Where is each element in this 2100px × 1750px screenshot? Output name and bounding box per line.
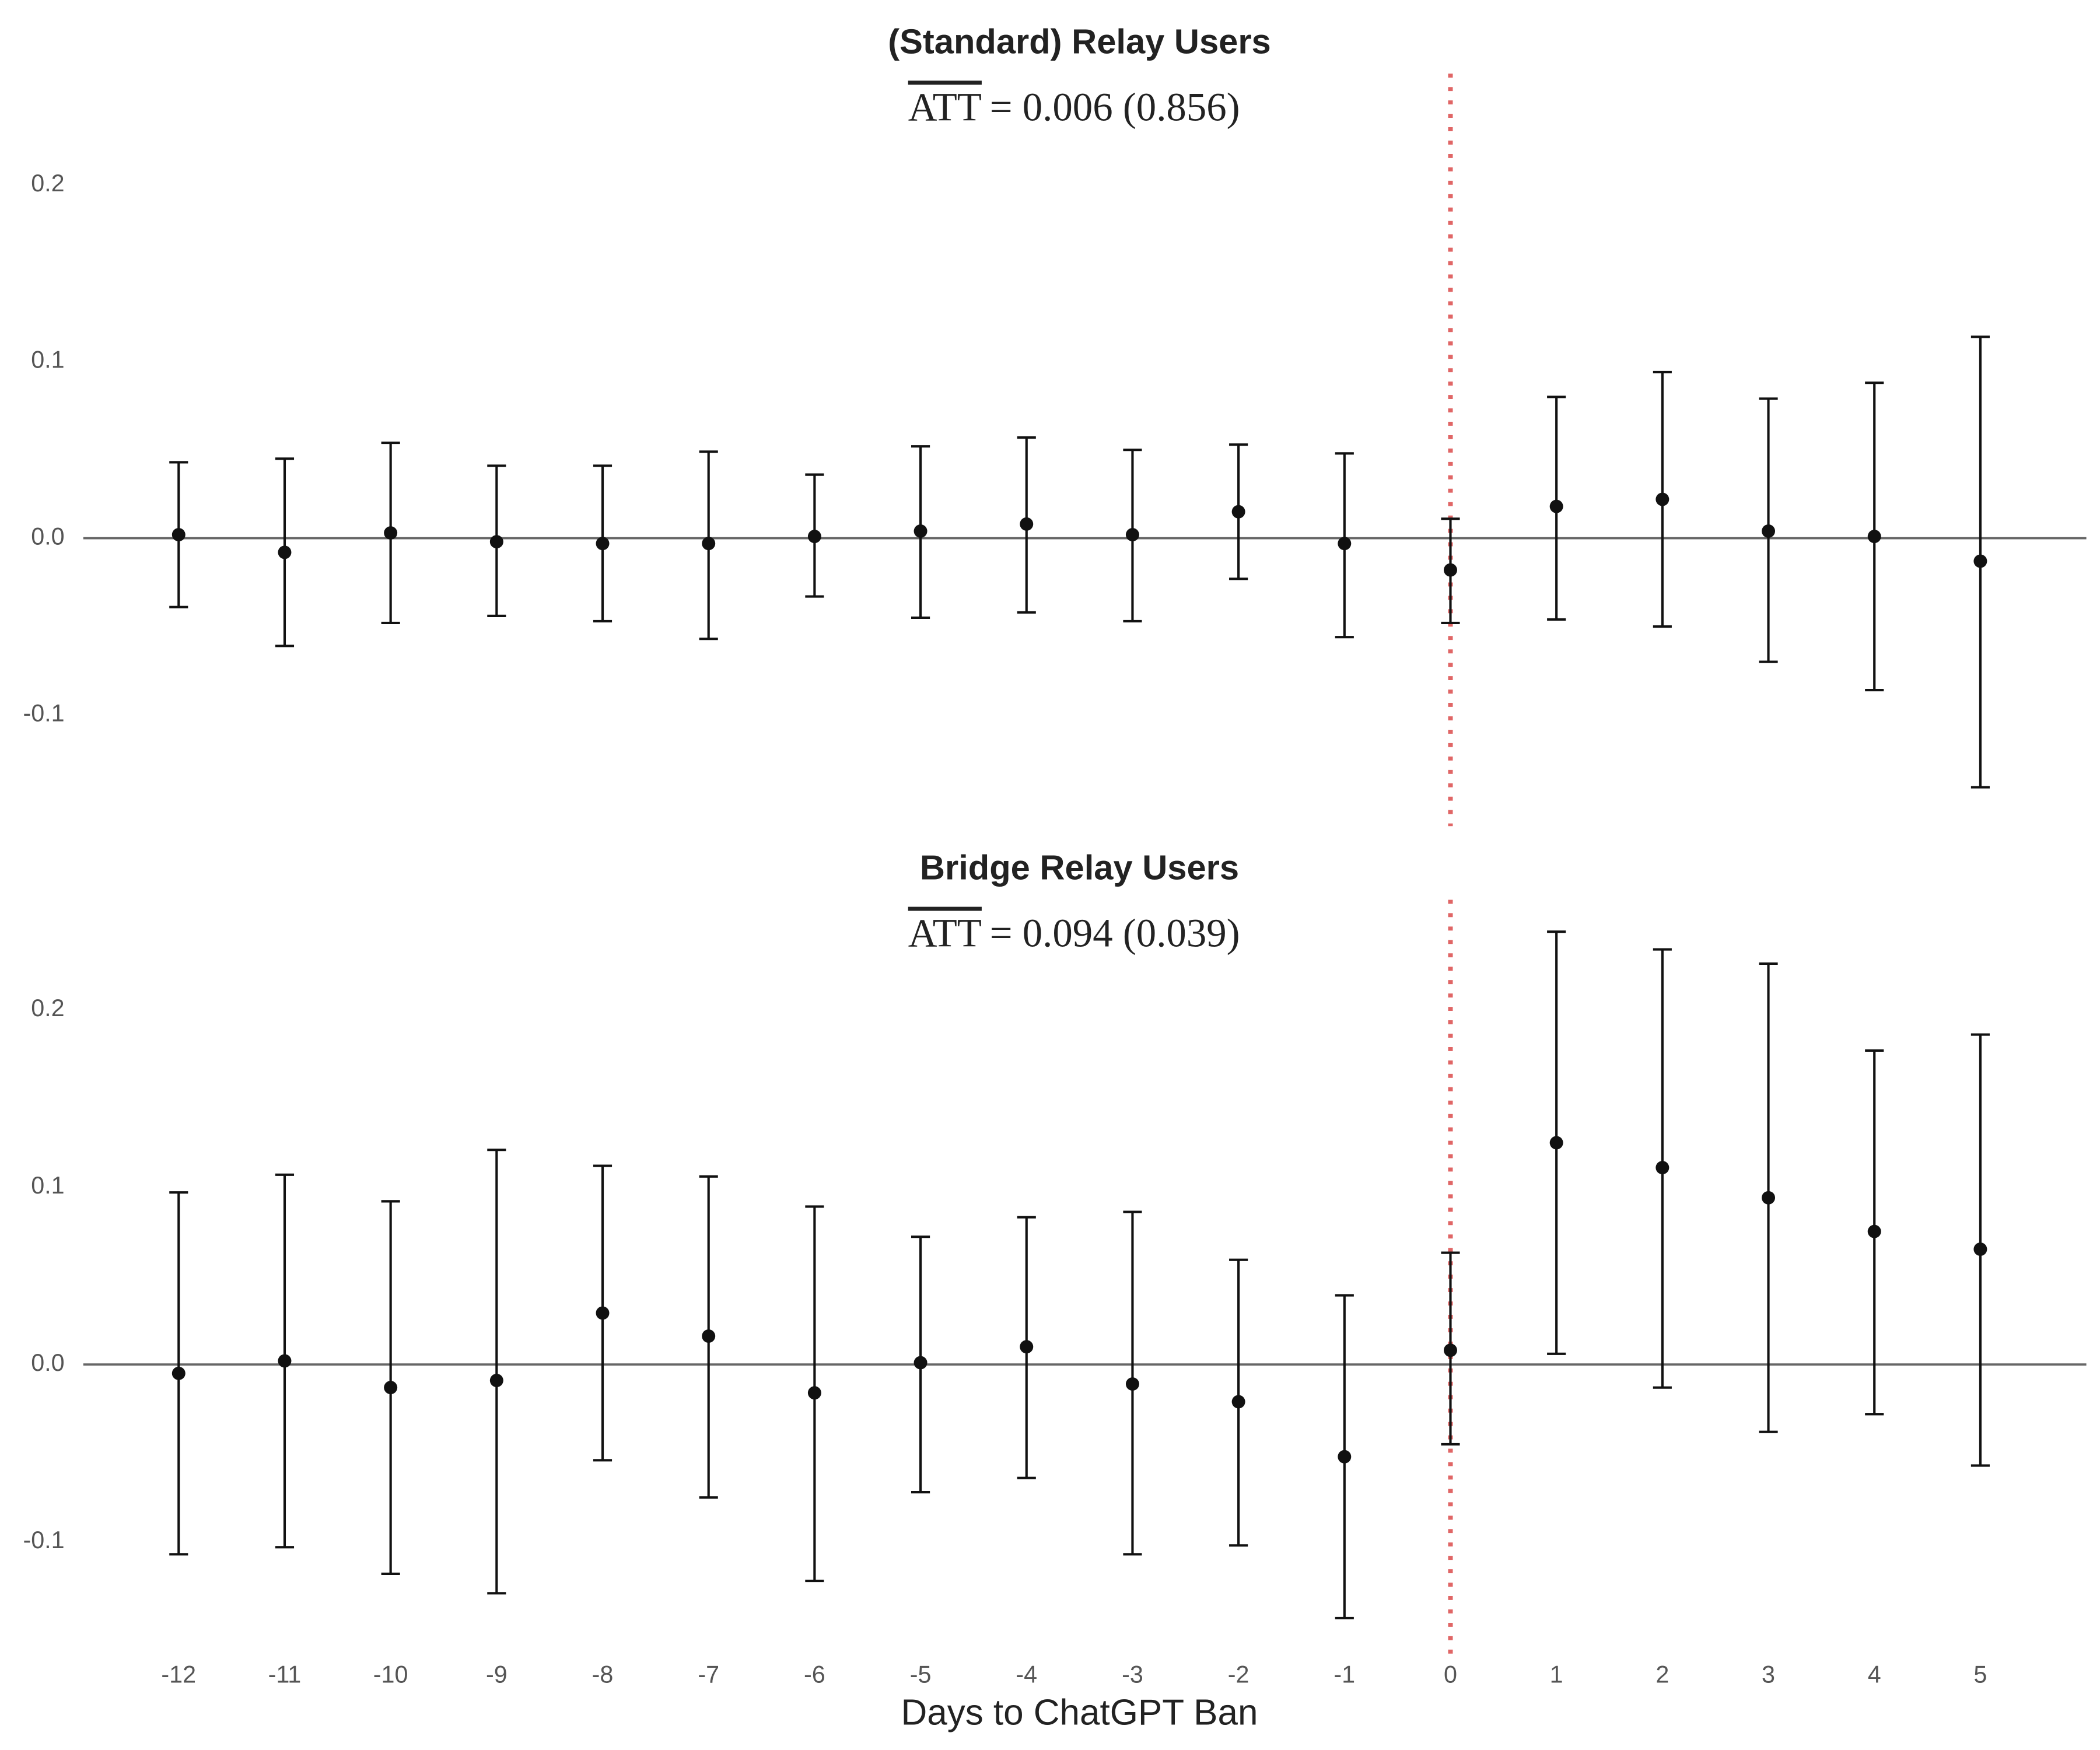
x-tick-label: 3 bbox=[1762, 1661, 1775, 1688]
point bbox=[1973, 554, 1987, 568]
x-tick-label: 2 bbox=[1656, 1661, 1669, 1688]
point bbox=[1867, 530, 1881, 544]
x-tick-label: 5 bbox=[1973, 1661, 1987, 1688]
y-tick-label: 0.2 bbox=[31, 170, 64, 197]
point bbox=[278, 545, 292, 559]
x-tick-label: -6 bbox=[804, 1661, 825, 1688]
point bbox=[914, 1356, 928, 1370]
y-tick-label: 0.2 bbox=[31, 995, 64, 1021]
point bbox=[1020, 1340, 1034, 1354]
x-axis-title: Days to ChatGPT Ban bbox=[901, 1693, 1258, 1733]
point bbox=[384, 1381, 398, 1395]
point bbox=[384, 526, 398, 540]
x-tick-label: -2 bbox=[1228, 1661, 1250, 1688]
point bbox=[596, 537, 610, 551]
point bbox=[1656, 1161, 1670, 1175]
subtitle-overline: ATT bbox=[908, 911, 982, 956]
y-tick-label: 0.0 bbox=[31, 1349, 64, 1376]
x-tick-label: -5 bbox=[910, 1661, 932, 1688]
x-tick-label: -1 bbox=[1334, 1661, 1355, 1688]
x-tick-label: -9 bbox=[486, 1661, 508, 1688]
point bbox=[1973, 1242, 1987, 1256]
x-tick-label: 0 bbox=[1444, 1661, 1457, 1688]
point bbox=[1338, 1450, 1352, 1464]
point bbox=[1338, 537, 1352, 551]
x-tick-label: -12 bbox=[161, 1661, 196, 1688]
panel-title: (Standard) Relay Users bbox=[888, 22, 1270, 61]
y-tick-label: 0.1 bbox=[31, 1172, 64, 1199]
point bbox=[1020, 517, 1034, 531]
subtitle-overline: ATT bbox=[908, 85, 982, 129]
point bbox=[807, 530, 821, 544]
point bbox=[489, 535, 503, 549]
point bbox=[489, 1374, 503, 1387]
y-tick-label: -0.1 bbox=[23, 699, 64, 726]
point bbox=[596, 1306, 610, 1320]
x-tick-label: -10 bbox=[373, 1661, 408, 1688]
x-tick-label: -11 bbox=[268, 1661, 302, 1688]
point bbox=[807, 1386, 821, 1400]
y-tick-label: 0.0 bbox=[31, 523, 64, 550]
point bbox=[1549, 499, 1563, 513]
x-tick-label: -8 bbox=[592, 1661, 614, 1688]
x-tick-label: -7 bbox=[698, 1661, 719, 1688]
point bbox=[1762, 524, 1776, 538]
point bbox=[1231, 1395, 1245, 1409]
point bbox=[1125, 1377, 1139, 1391]
subtitle: = 0.006 (0.856) bbox=[990, 85, 1240, 129]
point bbox=[172, 1366, 186, 1380]
x-tick-label: -3 bbox=[1122, 1661, 1143, 1688]
point bbox=[1549, 1136, 1563, 1150]
point bbox=[172, 528, 186, 542]
point bbox=[1231, 505, 1245, 519]
point bbox=[278, 1354, 292, 1368]
point bbox=[1444, 563, 1457, 577]
y-tick-label: 0.1 bbox=[31, 346, 64, 373]
point bbox=[702, 537, 716, 551]
point bbox=[1125, 528, 1139, 542]
point bbox=[1867, 1224, 1881, 1238]
panel-title: Bridge Relay Users bbox=[920, 848, 1239, 887]
point bbox=[1762, 1191, 1776, 1205]
point bbox=[702, 1329, 716, 1343]
point bbox=[914, 524, 928, 538]
y-tick-label: -0.1 bbox=[23, 1527, 64, 1553]
point bbox=[1656, 492, 1670, 506]
x-tick-label: -4 bbox=[1016, 1661, 1037, 1688]
x-tick-label: 1 bbox=[1550, 1661, 1563, 1688]
x-tick-label: 4 bbox=[1868, 1661, 1881, 1688]
subtitle: = 0.094 (0.039) bbox=[990, 911, 1240, 956]
point bbox=[1444, 1343, 1457, 1357]
